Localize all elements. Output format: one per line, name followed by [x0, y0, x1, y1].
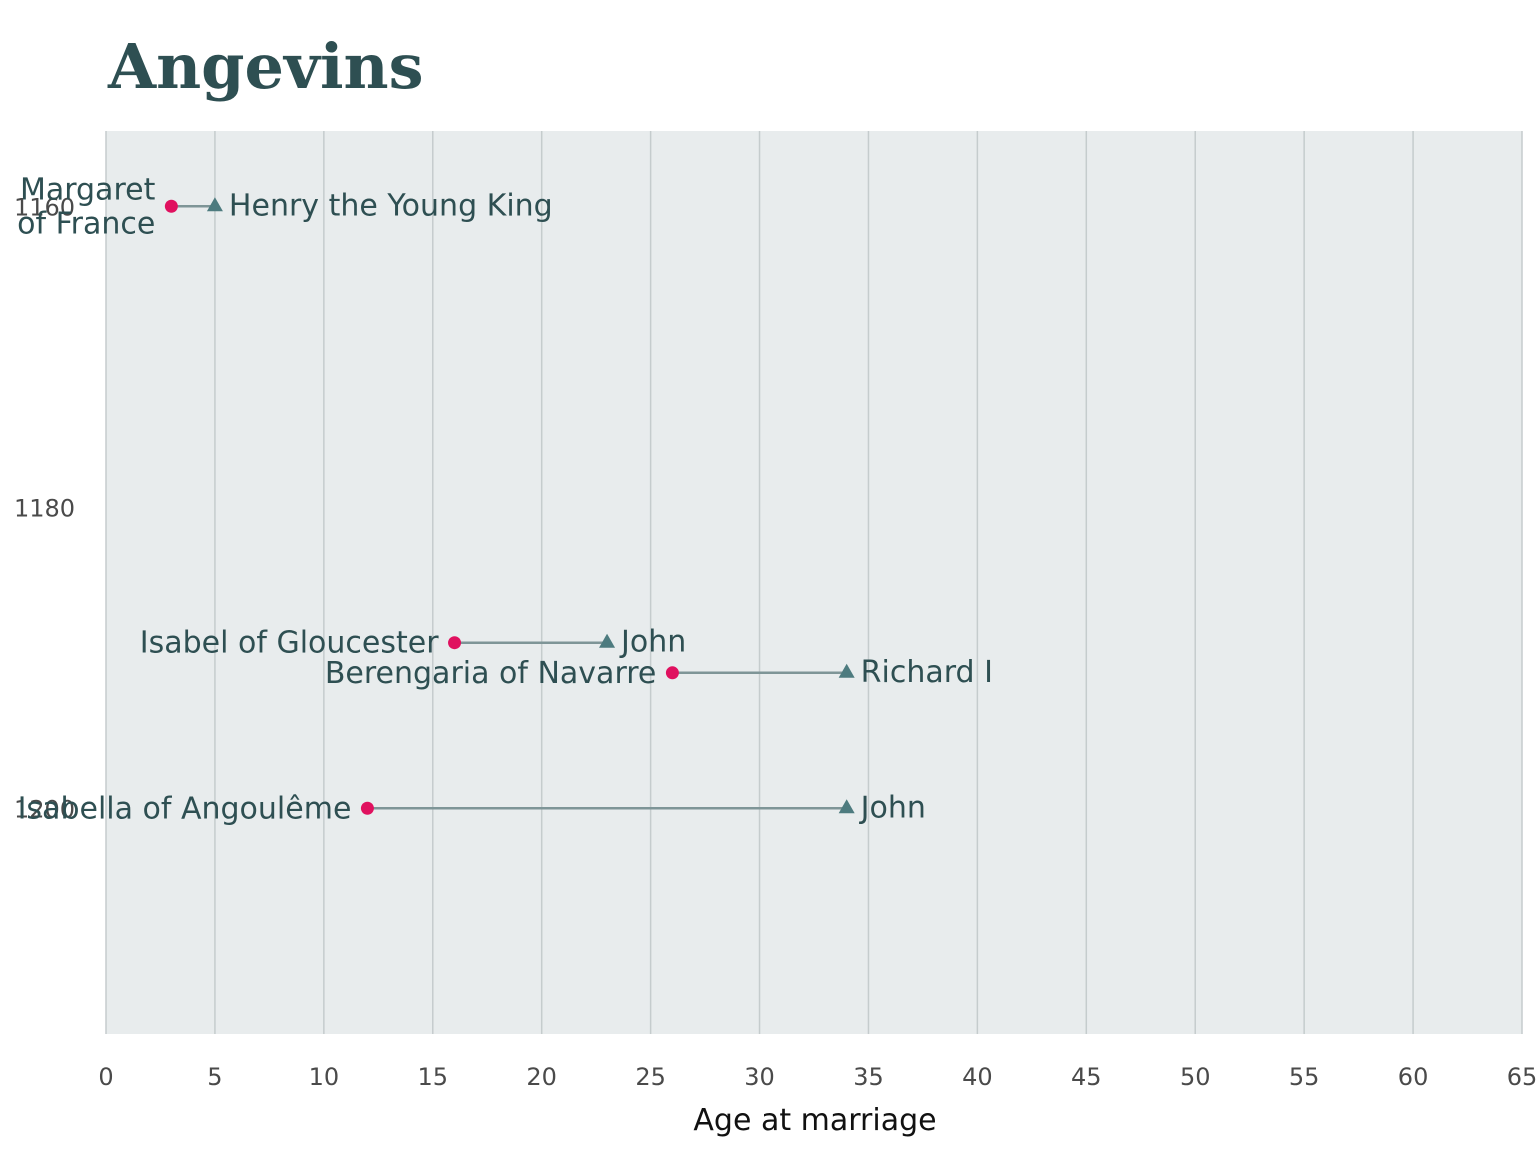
king-name-label: John: [619, 625, 686, 660]
wife-name-label: Berengaria of Navarre: [325, 656, 657, 691]
y-tick-label: 1200: [14, 795, 75, 823]
x-tick-label: 30: [744, 1063, 775, 1091]
y-tick-label: 1180: [14, 494, 75, 522]
king-age-point: [838, 663, 855, 678]
wife-name-label: Margaret of France: [17, 172, 155, 241]
x-tick-label: 60: [1398, 1063, 1429, 1091]
x-tick-label: 55: [1289, 1063, 1320, 1091]
wife-age-point: [360, 801, 374, 815]
x-tick-label: 25: [635, 1063, 666, 1091]
marriage-marks: Margaret of France Henry the Young King Isa…: [17, 172, 993, 826]
x-tick-label: 10: [309, 1063, 340, 1091]
plot-panel: [106, 131, 1522, 1034]
king-name-label: John: [859, 790, 926, 825]
wife-age-point: [164, 199, 178, 213]
king-name-label: Richard I: [861, 655, 993, 690]
king-age-point: [206, 197, 223, 212]
x-tick-label: 35: [853, 1063, 884, 1091]
x-tick-label: 40: [962, 1063, 993, 1091]
x-axis-title: Age at marriage: [693, 1103, 936, 1138]
king-name-label: Henry the Young King: [229, 188, 553, 223]
wife-age-point: [665, 666, 679, 680]
king-age-point: [599, 633, 616, 648]
gridlines: [105, 131, 1523, 1034]
marriage-row: Margaret of France Henry the Young King: [17, 172, 553, 241]
x-tick-label: 15: [417, 1063, 448, 1091]
wife-name-label: Isabella of Angoulême: [18, 791, 352, 826]
x-tick-label: 65: [1507, 1063, 1536, 1091]
x-tick-label: 50: [1180, 1063, 1211, 1091]
x-tick-label: 0: [98, 1063, 113, 1091]
x-tick-label: 5: [207, 1063, 222, 1091]
x-tick-label: 20: [526, 1063, 557, 1091]
marriage-row: Berengaria of Navarre Richard I: [325, 655, 993, 691]
wife-name-label: Isabel of Gloucester: [140, 626, 439, 661]
y-axis-ticks: 1160 1180 1200: [14, 193, 75, 823]
marriage-row: Isabella of Angoulême John: [18, 790, 926, 826]
king-age-point: [838, 799, 855, 814]
y-tick-label: 1160: [14, 193, 75, 221]
marriage-row: Isabel of Gloucester John: [140, 625, 687, 661]
wife-age-point: [448, 636, 462, 650]
x-tick-label: 45: [1071, 1063, 1102, 1091]
chart-title: Angevins: [107, 30, 424, 103]
x-axis-ticks: 0 5 10 15 20 25 30 35 40 45 50 55 60 65: [98, 1063, 1536, 1091]
